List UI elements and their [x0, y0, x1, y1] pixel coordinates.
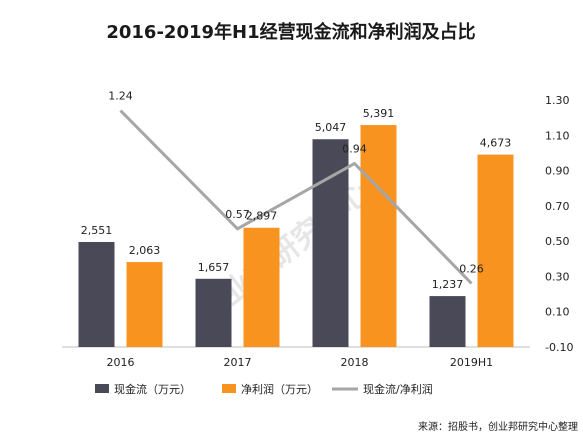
legend-label-cash-flow: 现金流（万元）: [114, 382, 191, 396]
bar-cash-flow: [312, 139, 349, 347]
bar-net-profit: [360, 125, 397, 348]
bar-net-profit: [477, 154, 514, 347]
bar-cash-flow-label: 1,237: [432, 278, 464, 291]
x-tick-label: 2017: [224, 356, 252, 369]
legend-label-net-profit: 净利润（万元）: [241, 382, 318, 396]
chart-title: 2016-2019年H1经营现金流和净利润及占比: [106, 21, 475, 43]
bars-group: [78, 125, 514, 348]
ratio-point-label: 1.24: [108, 90, 133, 103]
bar-cash-flow-label: 1,657: [198, 261, 230, 274]
x-tick-label: 2019H1: [450, 356, 493, 369]
bar-net-profit: [243, 227, 280, 347]
legend-swatch-net-profit: [222, 384, 236, 393]
ratio-line-group: [119, 109, 473, 285]
bar-cash-flow: [78, 241, 115, 347]
ratio-point-label: 0.94: [342, 143, 367, 156]
x-tick-label: 2016: [107, 356, 135, 369]
bar-net-profit-label: 4,673: [480, 137, 512, 150]
legend-label-ratio: 现金流/净利润: [363, 382, 433, 396]
ratio-line: [119, 109, 473, 285]
bar-net-profit-label: 2,063: [129, 244, 161, 257]
bar-cash-flow: [429, 296, 466, 347]
x-tick-label: 2018: [341, 356, 369, 369]
ratio-point-label: 0.57: [225, 208, 250, 221]
ratio-point-label: 0.26: [459, 262, 484, 275]
legend-swatch-cash-flow: [95, 384, 109, 393]
bar-cash-flow-label: 2,551: [81, 224, 113, 237]
data-labels-group: 2,551 2,063 1,657 2,897 5,047 5,391 1,237 4,673…: [81, 90, 512, 291]
right-y-tick-label: -0.10: [545, 341, 573, 354]
right-y-tick-label: 1.10: [545, 129, 570, 142]
bar-cash-flow-label: 5,047: [315, 121, 347, 134]
right-y-tick-label: 0.90: [545, 165, 570, 178]
right-y-tick-label: 0.30: [545, 270, 570, 283]
right-y-tick-label: 0.10: [545, 306, 570, 319]
bar-net-profit-label: 5,391: [363, 107, 395, 120]
bar-net-profit-label: 2,897: [246, 210, 278, 223]
source-note: 来源：招股书，创业邦研究中心整理: [418, 420, 578, 433]
bar-net-profit: [126, 262, 163, 347]
right-y-tick-label: 0.50: [545, 235, 570, 248]
right-y-tick-label: 1.30: [545, 94, 570, 107]
legend: 现金流（万元） 净利润（万元） 现金流/净利润: [95, 382, 433, 396]
axis-group: 2016 2017 2018 2019H1 -0.10 0.10 0.30 0.50 0.70 0…: [62, 94, 573, 369]
right-y-tick-label: 0.70: [545, 200, 570, 213]
bar-cash-flow: [195, 278, 232, 347]
